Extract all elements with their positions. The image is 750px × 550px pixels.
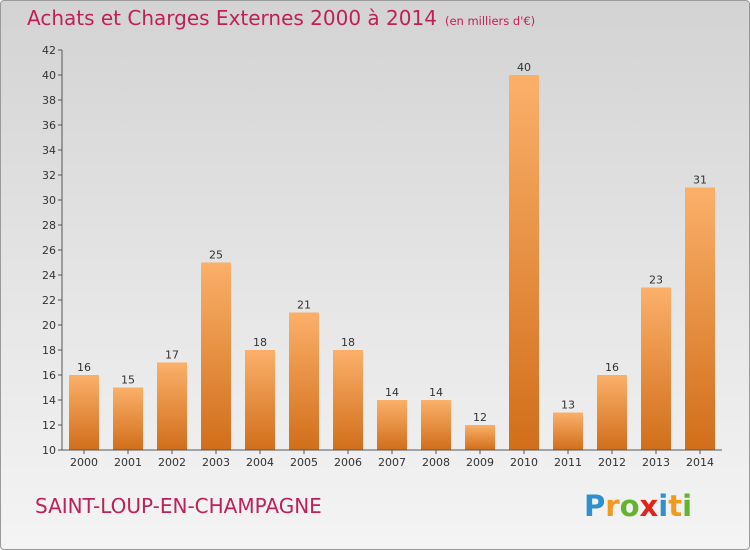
- bar-2007: [377, 400, 407, 450]
- x-tick-label: 2001: [114, 456, 142, 469]
- data-label-2004: 18: [253, 336, 267, 349]
- x-tick-label: 2007: [378, 456, 406, 469]
- y-tick-label: 36: [42, 119, 56, 132]
- x-tick-label: 2002: [158, 456, 186, 469]
- chart-title: Achats et Charges Externes 2000 à 2014 (e…: [27, 6, 535, 30]
- logo-letter: i: [682, 489, 693, 523]
- data-label-2003: 25: [209, 249, 223, 262]
- bar-2009: [465, 425, 495, 450]
- data-label-2009: 12: [473, 411, 487, 424]
- y-tick-label: 24: [42, 269, 56, 282]
- y-tick-label: 10: [42, 444, 56, 457]
- x-tick-label: 2011: [554, 456, 582, 469]
- y-tick-label: 32: [42, 169, 56, 182]
- x-tick-label: 2013: [642, 456, 670, 469]
- x-tick-label: 2004: [246, 456, 274, 469]
- logo-letter: t: [668, 489, 683, 523]
- y-tick-label: 22: [42, 294, 56, 307]
- y-tick-label: 42: [42, 44, 56, 57]
- data-label-2006: 18: [341, 336, 355, 349]
- data-label-2010: 40: [517, 61, 531, 74]
- x-axis: 2000 2001 2002 2003 2004 2005 2006 2007 2008 2009…: [62, 449, 722, 469]
- bar-2001: [113, 387, 143, 450]
- y-tick-label: 30: [42, 194, 56, 207]
- x-tick-label: 2003: [202, 456, 230, 469]
- x-tick-label: 2006: [334, 456, 362, 469]
- bar-2004: [245, 350, 275, 450]
- bar-2010: [509, 75, 539, 450]
- unit-label: (en milliers d'€): [444, 14, 536, 28]
- logo-letter: o: [619, 489, 640, 523]
- bar-2012: [597, 375, 627, 450]
- x-tick-label: 2009: [466, 456, 494, 469]
- x-tick-label: 2008: [422, 456, 450, 469]
- proxiti-logo: Proxiti: [584, 489, 692, 523]
- bar-2005: [289, 312, 319, 450]
- x-tick-label: 2005: [290, 456, 318, 469]
- data-label-2005: 21: [297, 299, 311, 312]
- y-tick-label: 40: [42, 69, 56, 82]
- bar-2006: [333, 350, 363, 450]
- y-tick-label: 38: [42, 94, 56, 107]
- bar-2000: [69, 375, 99, 450]
- x-tick-label: 2000: [70, 456, 98, 469]
- commune-name: SAINT-LOUP-EN-CHAMPAGNE: [35, 494, 322, 518]
- data-label-2013: 23: [649, 274, 663, 287]
- bars: 16 15 17 25 18 21 18 14 14 12 40 13 16 23 31: [69, 61, 715, 450]
- y-tick-label: 16: [42, 369, 56, 382]
- data-label-2007: 14: [385, 386, 399, 399]
- y-tick-label: 18: [42, 344, 56, 357]
- y-tick-label: 34: [42, 144, 56, 157]
- y-tick-label: 14: [42, 394, 56, 407]
- y-tick-label: 20: [42, 319, 56, 332]
- bar-2008: [421, 400, 451, 450]
- data-label-2008: 14: [429, 386, 443, 399]
- y-tick-label: 12: [42, 419, 56, 432]
- data-label-2014: 31: [693, 174, 707, 187]
- data-label-2011: 13: [561, 399, 575, 412]
- logo-letter: P: [584, 489, 606, 523]
- x-tick-label: 2012: [598, 456, 626, 469]
- data-label-2002: 17: [165, 349, 179, 362]
- logo-letter: r: [605, 489, 620, 523]
- bar-2014: [685, 187, 715, 450]
- data-label-2000: 16: [77, 361, 91, 374]
- bar-2013: [641, 287, 671, 450]
- data-label-2012: 16: [605, 361, 619, 374]
- x-tick-label: 2014: [686, 456, 714, 469]
- logo-letter: x: [639, 489, 659, 523]
- title-text: Achats et Charges Externes 2000 à 2014: [27, 6, 437, 30]
- data-label-2001: 15: [121, 374, 135, 387]
- bar-2002: [157, 362, 187, 450]
- y-tick-label: 28: [42, 219, 56, 232]
- bar-2003: [201, 262, 231, 450]
- logo-letter: i: [658, 489, 669, 523]
- y-tick-label: 26: [42, 244, 56, 257]
- bar-2011: [553, 412, 583, 450]
- x-tick-label: 2010: [510, 456, 538, 469]
- y-axis: 10 12 14 16 18 20 22 24 26 28 30 32 34 36 38 40 42: [42, 44, 63, 457]
